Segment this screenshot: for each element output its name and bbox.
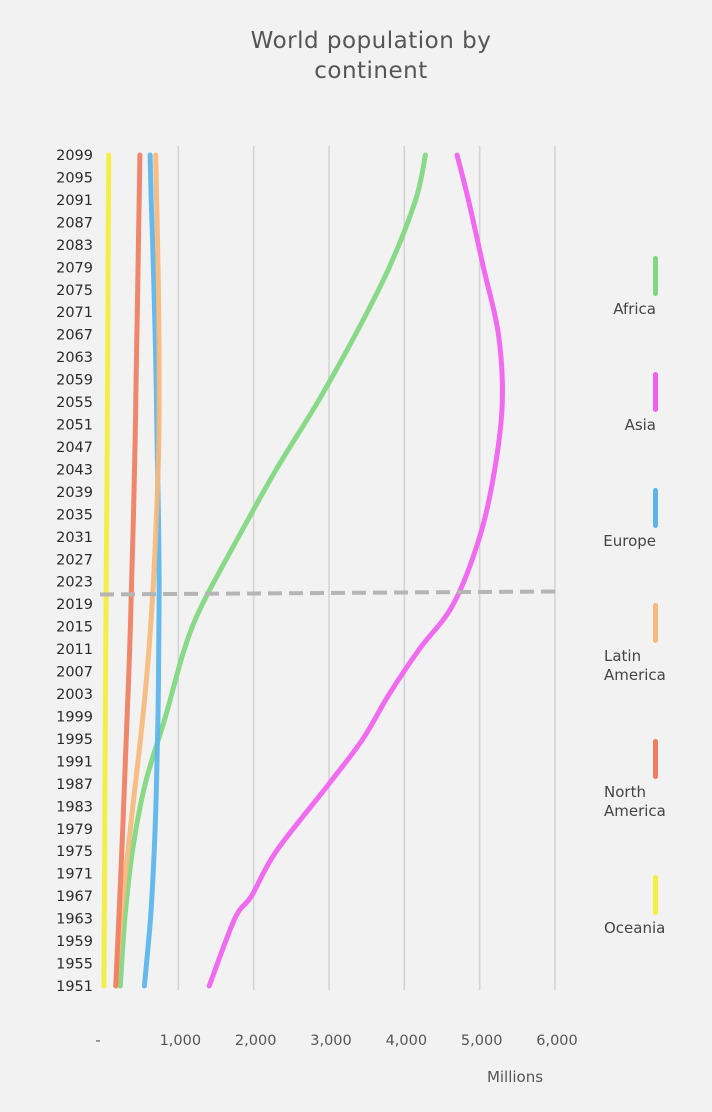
chart-title: World population by continent: [250, 28, 492, 84]
y-tick-label: 1991: [56, 754, 93, 770]
y-tick-label: 1971: [56, 867, 93, 883]
legend-label: Asia: [624, 416, 656, 434]
y-tick-label: 2091: [56, 193, 93, 209]
current-year-marker: [99, 589, 558, 597]
y-tick-label: 2095: [56, 170, 93, 186]
legend-label: North America: [604, 783, 666, 820]
y-tick-label: 2087: [56, 215, 93, 231]
y-tick-label: 2019: [56, 597, 93, 613]
series-line-asia: [206, 152, 505, 989]
legend-swatch: [653, 603, 658, 643]
x-tick-label: -: [95, 1033, 100, 1049]
legend-swatch: [653, 372, 658, 412]
y-tick-label: 2027: [56, 552, 93, 568]
series-line-latin-america: [113, 152, 162, 989]
x-tick-label: 2,000: [235, 1033, 277, 1049]
legend-swatch: [653, 256, 658, 296]
y-tick-label: 1955: [56, 957, 93, 973]
legend-label: Africa: [613, 300, 656, 318]
y-tick-label: 2083: [56, 238, 93, 254]
y-tick-label: 2055: [56, 395, 93, 411]
y-tick-label: 2015: [56, 620, 93, 636]
legend-swatch: [653, 875, 658, 915]
x-tick-label: 3,000: [310, 1033, 352, 1049]
y-tick-label: 2079: [56, 260, 93, 276]
y-tick-label: 2039: [56, 485, 93, 501]
marker-line: [99, 589, 558, 597]
y-tick-label: 2099: [56, 148, 93, 164]
y-tick-label: 2003: [56, 687, 93, 703]
y-tick-label: 1951: [56, 979, 93, 995]
y-tick-label: 2071: [56, 305, 93, 321]
y-tick-label: 2075: [56, 283, 93, 299]
y-tick-label: 2047: [56, 440, 93, 456]
y-tick-label: 2067: [56, 328, 93, 344]
y-tick-label: 2063: [56, 350, 93, 366]
y-tick-label: 1983: [56, 799, 93, 815]
legend-label: Oceania: [604, 919, 666, 937]
series-lines: [101, 152, 505, 989]
legend: Africa Asia Europe Latin America North Ameri…: [590, 0, 700, 1112]
legend-label: Latin America: [604, 647, 666, 684]
y-tick-label: 2035: [56, 507, 93, 523]
x-tick-label: 1,000: [160, 1033, 202, 1049]
y-tick-label: 1975: [56, 844, 93, 860]
y-tick-label: 2043: [56, 462, 93, 478]
y-axis-year-labels: 1951 1955 1959 1963 1967 1971 1975 1979 1983 1987…: [56, 148, 93, 995]
series-line-africa: [117, 152, 428, 989]
y-tick-label: 2011: [56, 642, 93, 658]
y-tick-label: 1963: [56, 912, 93, 928]
y-tick-label: 2051: [56, 418, 93, 434]
y-tick-label: 1987: [56, 777, 93, 793]
series-line-north-america: [113, 152, 143, 989]
series-line-oceania: [101, 152, 112, 989]
x-tick-label: 4,000: [386, 1033, 428, 1049]
grid-lines: [177, 146, 556, 990]
y-tick-label: 1999: [56, 709, 93, 725]
y-tick-label: 2031: [56, 530, 93, 546]
x-tick-label: 6,000: [536, 1033, 578, 1049]
y-tick-label: 2059: [56, 373, 93, 389]
y-tick-label: 1995: [56, 732, 93, 748]
y-tick-label: 1967: [56, 889, 93, 905]
y-tick-label: 2023: [56, 575, 93, 591]
legend-label: Europe: [603, 532, 656, 550]
y-tick-label: 2007: [56, 665, 93, 681]
x-tick-label: 5,000: [461, 1033, 503, 1049]
legend-swatch: [653, 488, 658, 528]
y-tick-label: 1979: [56, 822, 93, 838]
legend-swatch: [653, 739, 658, 779]
x-axis-unit-label: Millions: [487, 1068, 543, 1086]
x-axis-value-labels: - 1,000 2,000 3,000 4,000 5,000 6,000: [95, 1033, 577, 1049]
y-tick-label: 1959: [56, 934, 93, 950]
series-line-europe: [141, 152, 162, 989]
